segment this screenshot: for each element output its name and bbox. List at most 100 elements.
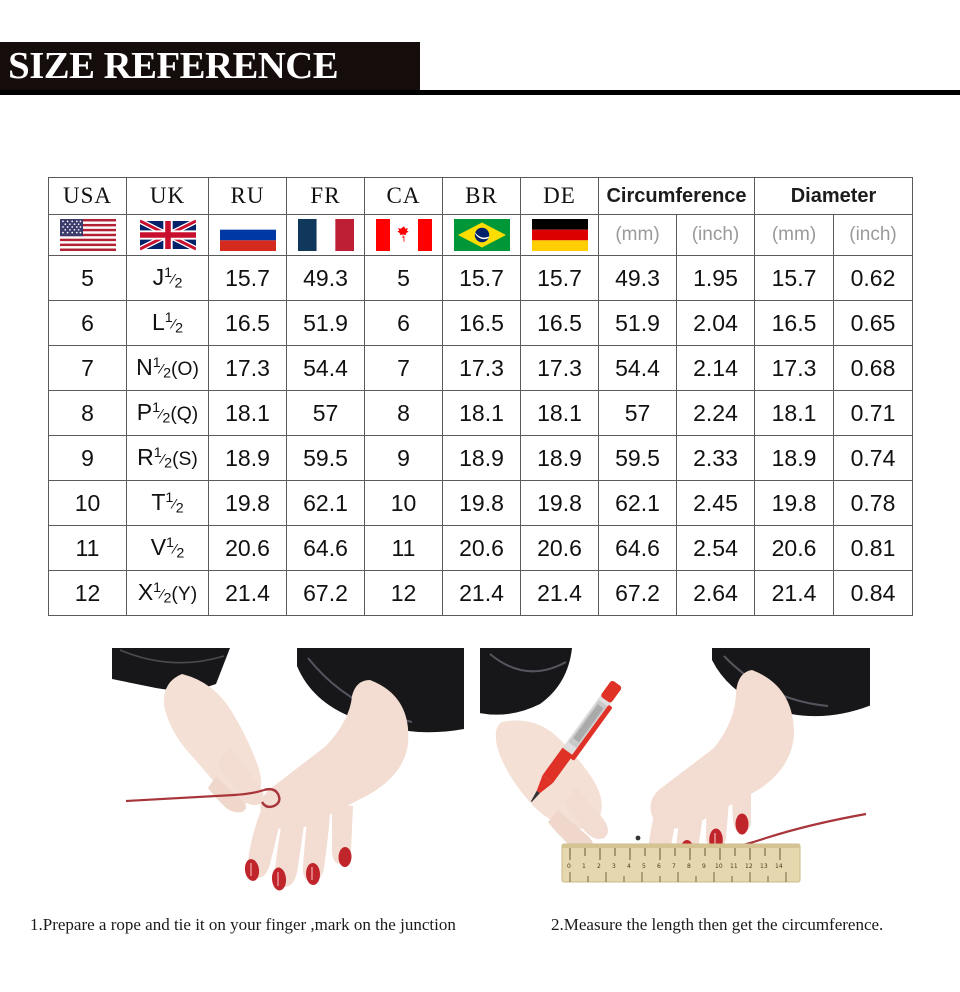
cell-usa: 11 (48, 525, 127, 571)
flag-cell-de (520, 214, 599, 256)
cell-ca: 12 (364, 570, 443, 616)
cell-dia_inch: 0.74 (832, 435, 914, 481)
cell-dia_mm: 18.9 (754, 435, 834, 481)
cell-de: 19.8 (520, 480, 599, 526)
cell-uk: P1⁄2(Q) (126, 390, 209, 436)
cell-uk: R1⁄2(S) (126, 435, 209, 481)
cell-ca: 11 (364, 525, 443, 571)
cell-circ_inch: 2.24 (676, 390, 755, 436)
page-title: SIZE REFERENCE (8, 45, 339, 87)
cell-uk: T1⁄2 (126, 480, 209, 526)
cell-circ_mm: 49.3 (598, 255, 677, 301)
cell-usa: 6 (48, 300, 127, 346)
cell-fr: 62.1 (286, 480, 365, 526)
cell-fr: 54.4 (286, 345, 365, 391)
svg-text:6: 6 (657, 863, 661, 870)
cell-fr: 49.3 (286, 255, 365, 301)
svg-text:8: 8 (687, 863, 691, 870)
cell-ca: 8 (364, 390, 443, 436)
flag-ca-icon (375, 219, 432, 251)
cell-uk: J1⁄2 (126, 255, 209, 301)
cell-ca: 7 (364, 345, 443, 391)
cell-dia_inch: 0.65 (832, 300, 914, 346)
header-usa: USA (48, 177, 127, 215)
svg-text:10: 10 (715, 863, 723, 870)
header-de: DE (520, 177, 599, 215)
cell-circ_mm: 67.2 (598, 570, 677, 616)
cell-circ_mm: 51.9 (598, 300, 677, 346)
cell-dia_mm: 19.8 (754, 480, 834, 526)
cell-uk: X1⁄2(Y) (126, 570, 209, 616)
table-row: 12 X1⁄2(Y) 21.4 67.2 12 21.4 21.4 67.2 2.64 21.4 0… (48, 570, 914, 616)
cell-dia_inch: 0.71 (832, 390, 914, 436)
cell-dia_inch: 0.84 (832, 570, 914, 616)
cell-fr: 59.5 (286, 435, 365, 481)
cell-uk: L1⁄2 (126, 300, 209, 346)
flag-de-icon (531, 219, 588, 251)
cell-fr: 57 (286, 390, 365, 436)
flag-cell-br (442, 214, 521, 256)
flag-usa-icon (59, 219, 116, 251)
cell-de: 21.4 (520, 570, 599, 616)
cell-de: 16.5 (520, 300, 599, 346)
cell-circ_inch: 2.33 (676, 435, 755, 481)
title-divider (0, 90, 960, 95)
cell-ca: 10 (364, 480, 443, 526)
cell-circ_inch: 2.14 (676, 345, 755, 391)
flag-fr-icon (297, 219, 354, 251)
cell-circ_inch: 2.64 (676, 570, 755, 616)
cell-usa: 10 (48, 480, 127, 526)
cell-ca: 6 (364, 300, 443, 346)
flag-ru-icon (219, 219, 276, 251)
table-row: 11 V1⁄2 20.6 64.6 11 20.6 20.6 64.6 2.54 20.6 0.81 (48, 525, 914, 571)
cell-circ_mm: 59.5 (598, 435, 677, 481)
unit-circumference-mm: (mm) (598, 214, 677, 256)
cell-ru: 21.4 (208, 570, 287, 616)
flag-uk-icon (139, 219, 196, 251)
cell-br: 17.3 (442, 345, 521, 391)
cell-br: 21.4 (442, 570, 521, 616)
cell-usa: 9 (48, 435, 127, 481)
cell-de: 18.1 (520, 390, 599, 436)
cell-de: 20.6 (520, 525, 599, 571)
table-row: 9 R1⁄2(S) 18.9 59.5 9 18.9 18.9 59.5 2.33 18.9 0.7… (48, 435, 914, 481)
caption-step-2: 2.Measure the length then get the circum… (551, 915, 884, 934)
svg-text:1: 1 (582, 863, 586, 870)
table-row: 6 L1⁄2 16.5 51.9 6 16.5 16.5 51.9 2.04 16.5 0.65 (48, 300, 914, 346)
flag-cell-usa (48, 214, 127, 256)
table-row: 8 P1⁄2(Q) 18.1 57 8 18.1 18.1 57 2.24 18.1 0.71 (48, 390, 914, 436)
header-ca: CA (364, 177, 443, 215)
photo-tie-rope-on-finger (112, 648, 464, 906)
size-reference-table-container: USA UK RU FR CA BR DE Circumference Diam… (48, 177, 914, 616)
svg-text:5: 5 (642, 863, 646, 870)
cell-dia_mm: 15.7 (754, 255, 834, 301)
cell-br: 18.9 (442, 435, 521, 481)
cell-circ_inch: 2.04 (676, 300, 755, 346)
cell-de: 18.9 (520, 435, 599, 481)
flag-br-icon (453, 219, 510, 251)
header-ru: RU (208, 177, 287, 215)
cell-circ_mm: 54.4 (598, 345, 677, 391)
cell-br: 19.8 (442, 480, 521, 526)
caption-step-1: 1.Prepare a rope and tie it on your fing… (30, 915, 456, 934)
cell-dia_inch: 0.62 (832, 255, 914, 301)
table-header-row-countries: USA UK RU FR CA BR DE Circumference Diam… (48, 177, 914, 215)
cell-uk: N1⁄2(O) (126, 345, 209, 391)
svg-text:9: 9 (702, 863, 706, 870)
cell-ca: 5 (364, 255, 443, 301)
cell-ru: 18.1 (208, 390, 287, 436)
cell-dia_inch: 0.78 (832, 480, 914, 526)
cell-dia_inch: 0.81 (832, 525, 914, 571)
unit-diameter-inch: (inch) (832, 214, 914, 256)
svg-text:12: 12 (745, 863, 753, 870)
cell-usa: 8 (48, 390, 127, 436)
cell-br: 16.5 (442, 300, 521, 346)
size-reference-table: USA UK RU FR CA BR DE Circumference Diam… (48, 177, 914, 616)
svg-text:0: 0 (567, 863, 571, 870)
cell-circ_mm: 62.1 (598, 480, 677, 526)
cell-usa: 7 (48, 345, 127, 391)
svg-text:4: 4 (627, 863, 631, 870)
title-banner: SIZE REFERENCE (0, 42, 420, 90)
